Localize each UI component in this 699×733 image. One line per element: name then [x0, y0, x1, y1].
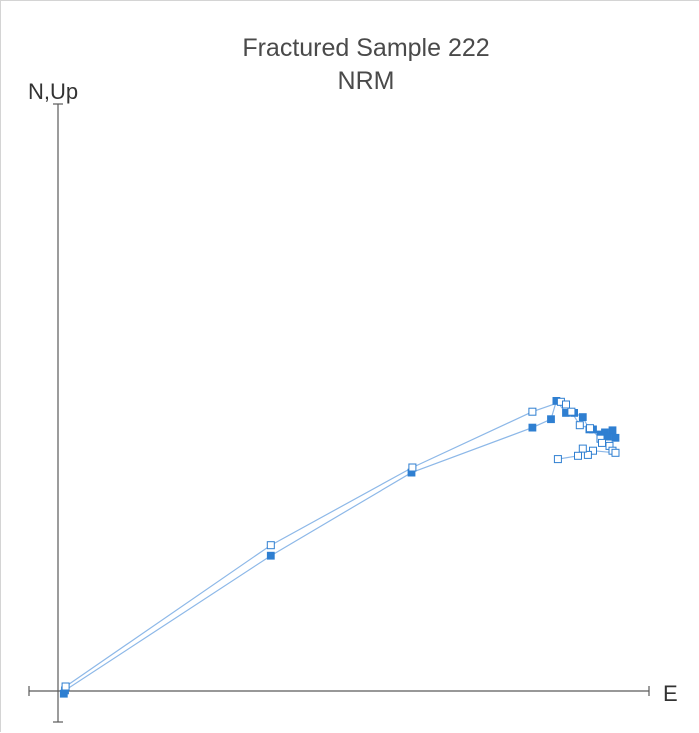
- filled-point-15: [608, 426, 617, 435]
- series-lines: [63, 399, 618, 694]
- open-point-10: [598, 438, 606, 447]
- open-point-17: [574, 451, 582, 460]
- open-point-18: [553, 455, 562, 464]
- open-point-5: [562, 400, 570, 409]
- open-point-7: [575, 421, 584, 430]
- open-point-2: [408, 463, 417, 472]
- open-point-1: [266, 541, 275, 550]
- open-point-13: [611, 448, 620, 457]
- open-point-8: [586, 424, 594, 433]
- filled-point-16: [611, 433, 620, 442]
- chart-title: Fractured Sample 222: [242, 34, 489, 62]
- filled-point-4: [528, 423, 537, 432]
- filled-point-9: [578, 413, 587, 422]
- y-axis-label: N,Up: [28, 79, 78, 104]
- open-point-0: [61, 682, 70, 691]
- open-point-6: [567, 407, 576, 416]
- open-point-15: [583, 450, 592, 459]
- filled-point-2: [266, 551, 275, 560]
- series-line-filled: [63, 399, 617, 694]
- series-points: [59, 396, 620, 698]
- filled-point-5: [547, 415, 555, 424]
- open-point-3: [528, 407, 537, 416]
- series-line-open: [65, 401, 618, 687]
- x-axis-label: E: [663, 681, 678, 706]
- open-point-16: [578, 444, 587, 453]
- open-point-14: [589, 446, 597, 455]
- chart-subtitle: NRM: [338, 67, 395, 95]
